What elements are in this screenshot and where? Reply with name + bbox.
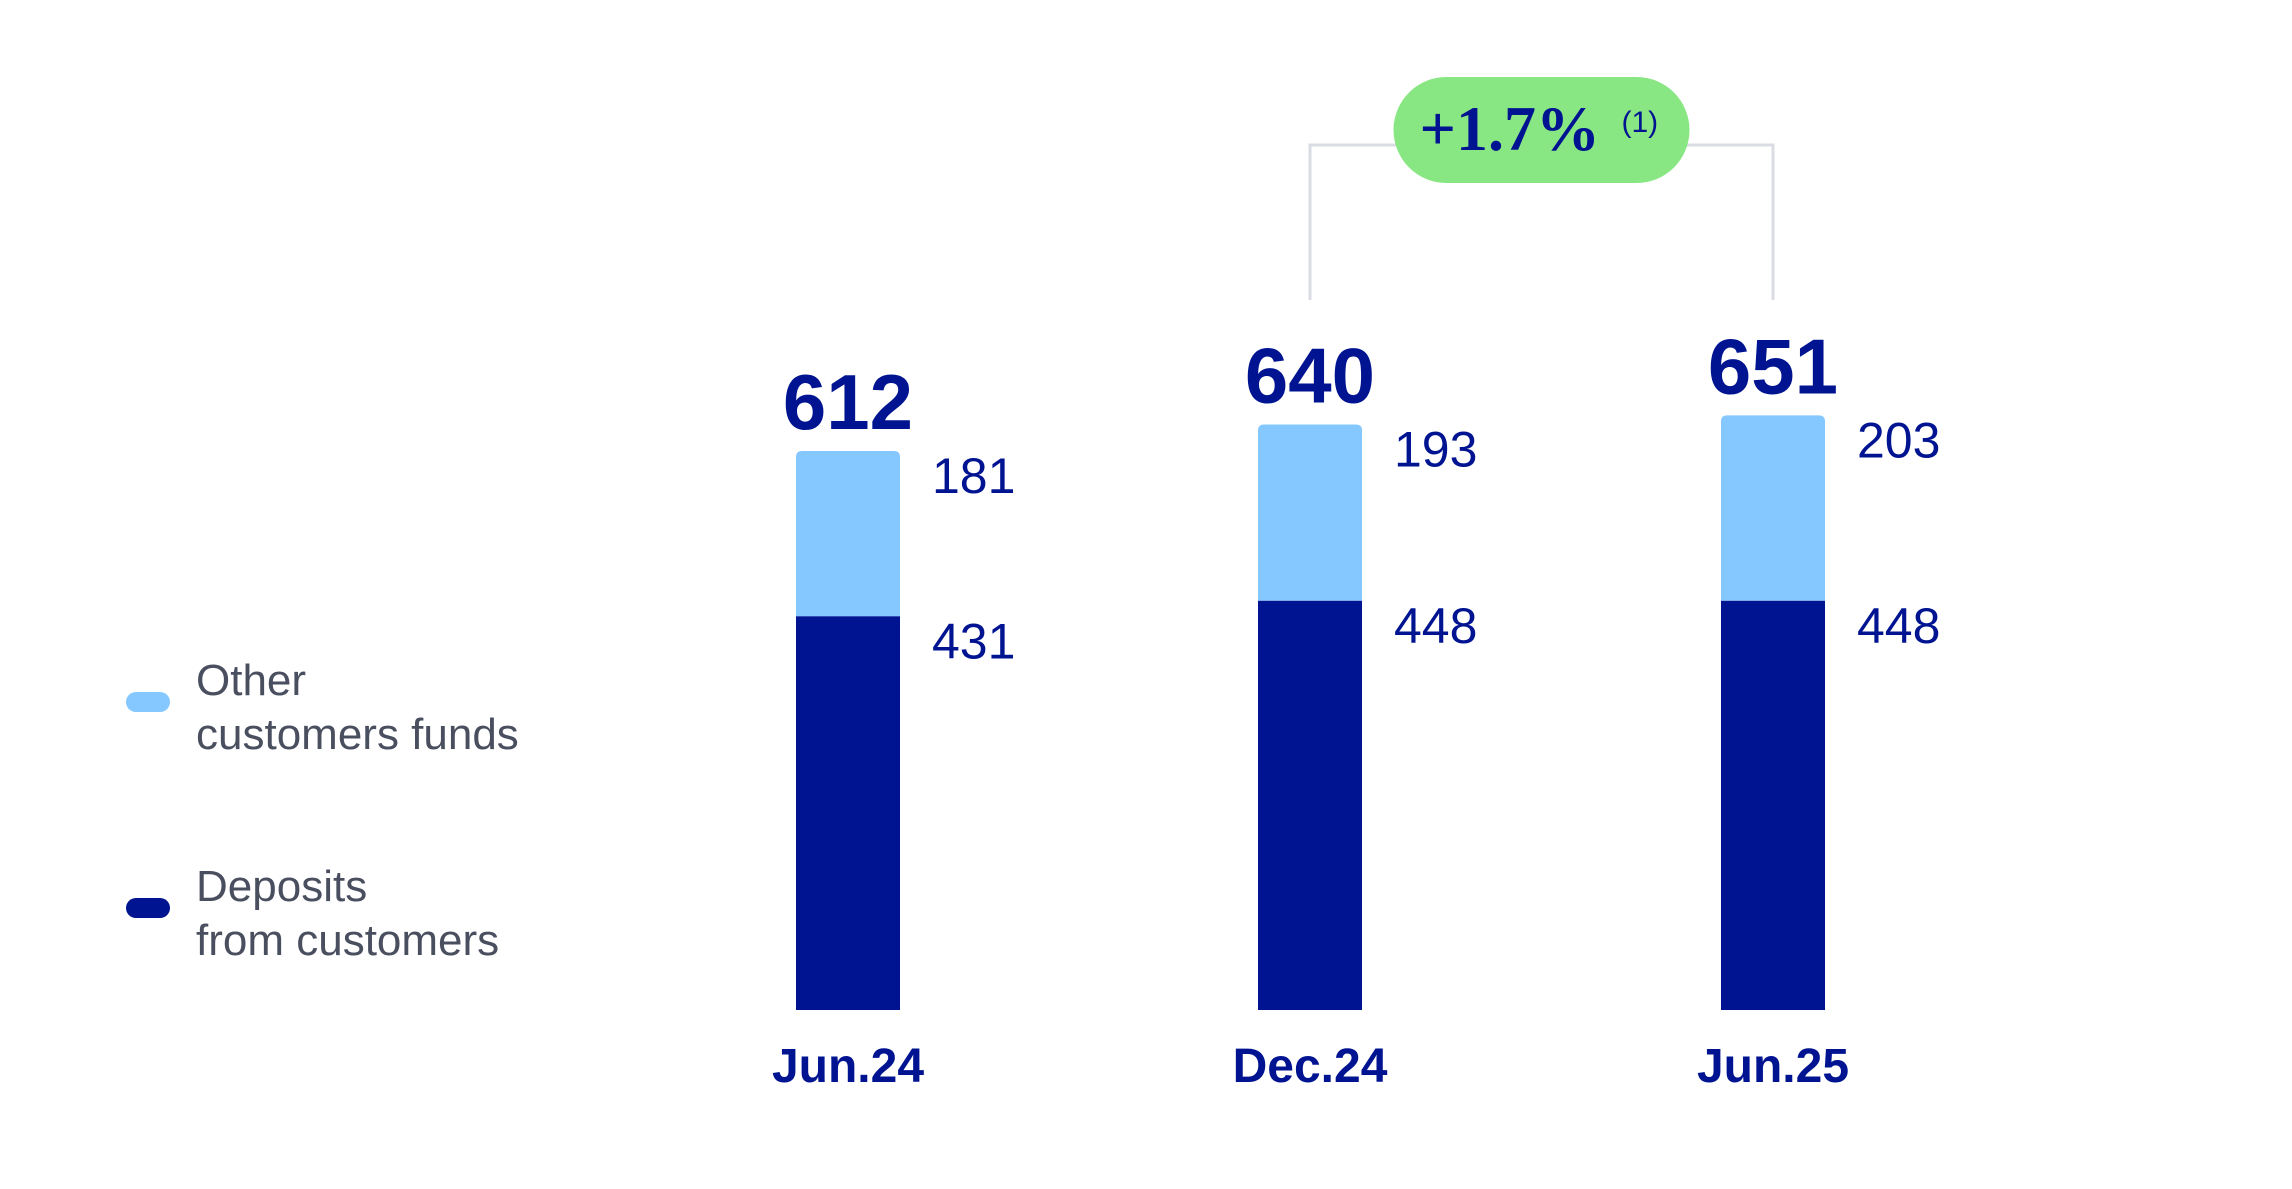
data-label-deposits-from-customers: 431 (932, 613, 1015, 669)
total-label: 640 (1245, 332, 1375, 420)
category-label: Dec.24 (1233, 1040, 1388, 1093)
total-label: 651 (1708, 322, 1838, 410)
data-label-deposits-from-customers: 448 (1394, 598, 1477, 654)
bar-segment-deposits-from-customers (1721, 600, 1825, 1010)
growth-footnote: (1) (1622, 106, 1659, 139)
category-label: Jun.24 (772, 1040, 924, 1093)
legend-line: from customers (196, 916, 500, 965)
legend-label-other-customers-funds: Other customers funds (196, 654, 616, 762)
data-label-deposits-from-customers: 448 (1857, 598, 1940, 654)
legend-line: customers funds (196, 710, 519, 759)
legend-line: Other (196, 656, 307, 705)
total-label: 612 (783, 358, 913, 446)
legend-swatch-deposits-from-customers (126, 898, 170, 918)
legend-label-deposits-from-customers: Deposits from customers (196, 860, 616, 968)
legend-line: Deposits (196, 862, 368, 911)
legend-swatch-other-customers-funds (126, 692, 170, 712)
data-label-other-customers-funds: 193 (1394, 422, 1477, 478)
data-label-other-customers-funds: 203 (1857, 412, 1940, 468)
growth-value: +1.7% (1420, 93, 1600, 164)
category-label: Jun.25 (1697, 1040, 1849, 1093)
bar-segment-other-customers-funds (796, 450, 900, 617)
bar-segment-other-customers-funds (1721, 415, 1825, 601)
data-label-other-customers-funds: 181 (932, 448, 1015, 504)
bar-segment-deposits-from-customers (1258, 600, 1362, 1010)
growth-badge (1393, 77, 1690, 183)
bar-segment-other-customers-funds (1258, 424, 1362, 601)
bar-segment-deposits-from-customers (796, 616, 900, 1010)
